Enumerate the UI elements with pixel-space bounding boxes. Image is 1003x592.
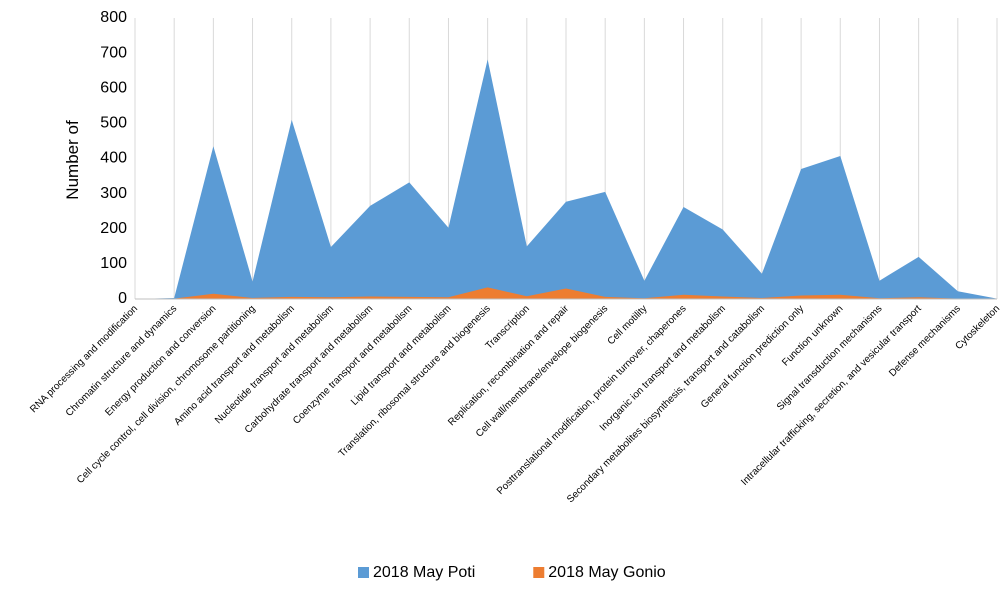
y-tick-label: 500 <box>100 115 127 132</box>
y-tick-label: 400 <box>100 150 127 167</box>
y-tick-label: 0 <box>118 290 127 307</box>
y-tick-label: 800 <box>100 9 127 26</box>
x-tick-label: Defense mechanisms <box>887 303 963 379</box>
x-tick-label: Cell cycle control, cell division, chrom… <box>75 303 258 486</box>
y-tick-label: 100 <box>100 255 127 272</box>
legend-swatch <box>358 567 369 578</box>
y-tick-label: 700 <box>100 44 127 61</box>
x-tick-label: Translation, ribosomal structure and bio… <box>337 303 493 459</box>
legend-swatch <box>533 567 545 578</box>
x-tick-label: Intracellular trafficking, secretion, an… <box>739 303 924 488</box>
y-tick-label: 600 <box>100 79 127 96</box>
x-tick-label: Posttranslational modification, protein … <box>495 303 689 497</box>
y-tick-label: 300 <box>100 185 127 202</box>
area <box>135 59 997 300</box>
y-tick-label: 200 <box>100 220 127 237</box>
y-axis-label: Number of <box>63 120 82 200</box>
legend-label: 2018 May Poti <box>373 564 475 581</box>
legend-label: 2018 May Gonio <box>548 564 666 581</box>
area <box>135 287 997 299</box>
